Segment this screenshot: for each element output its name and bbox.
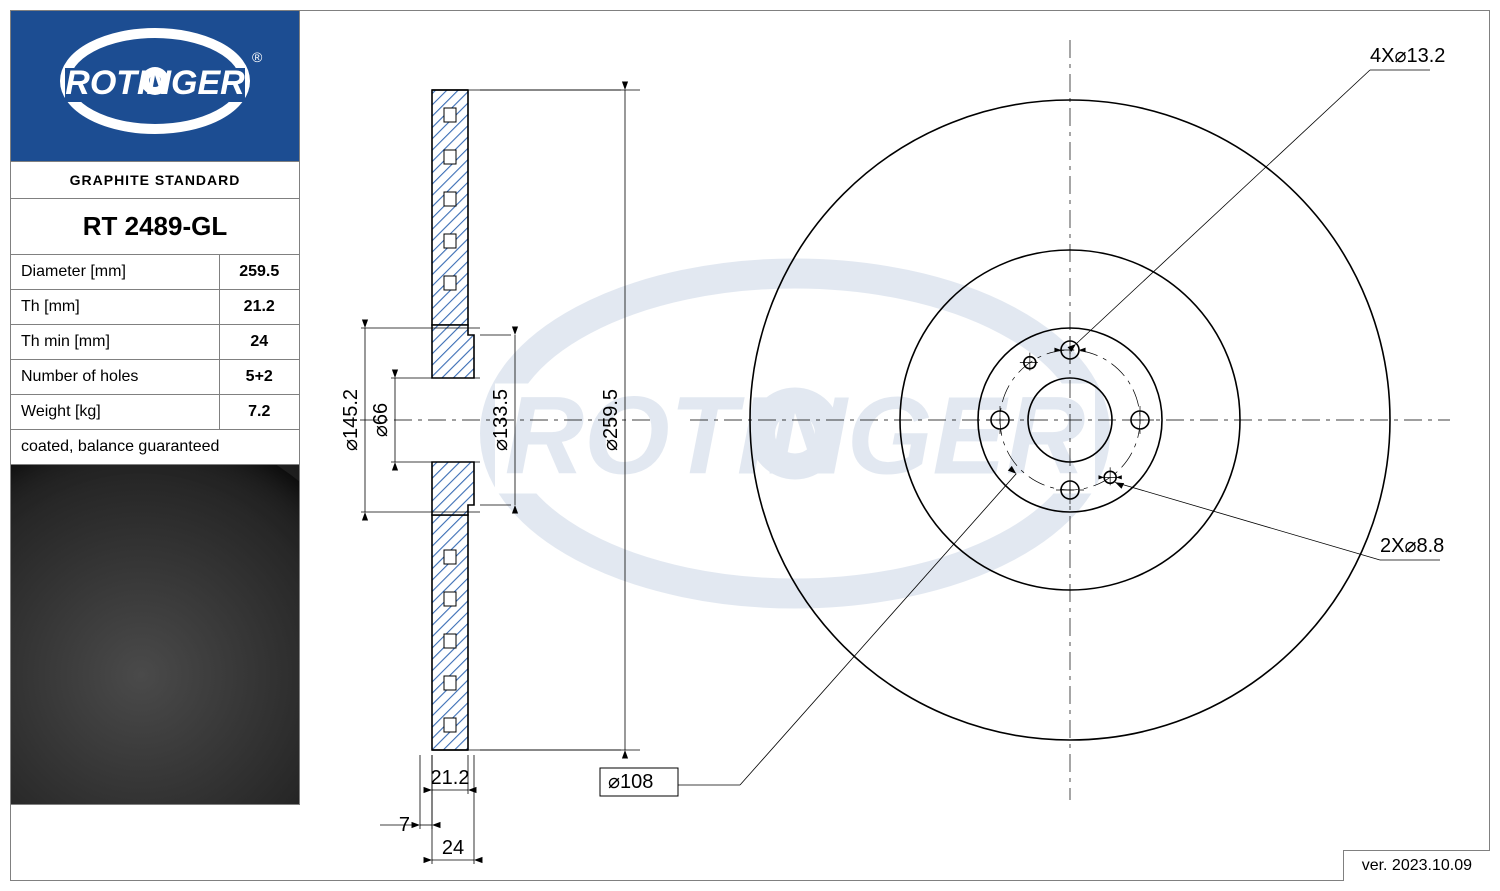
spec-table: Diameter [mm]259.5 Th [mm]21.2 Th min [m… (11, 254, 299, 429)
spec-label: Th [mm] (11, 290, 219, 325)
brand-logo-cell: ROTINGER ® (11, 11, 299, 161)
svg-text:⌀66: ⌀66 (370, 403, 392, 437)
spec-label: Diameter [mm] (11, 255, 219, 290)
svg-text:24: 24 (442, 837, 464, 859)
spec-value: 21.2 (219, 290, 299, 325)
svg-text:®: ® (252, 49, 263, 65)
svg-text:⌀108: ⌀108 (608, 771, 653, 793)
part-number: RT 2489-GL (11, 198, 299, 254)
product-line: GRAPHITE STANDARD (11, 161, 299, 198)
product-photo (11, 464, 299, 804)
svg-text:ROTINGER: ROTINGER (65, 64, 245, 102)
svg-text:⌀259.5: ⌀259.5 (600, 389, 622, 451)
spec-value: 24 (219, 325, 299, 360)
spec-label: Weight [kg] (11, 395, 219, 430)
spec-row: Number of holes5+2 (11, 360, 299, 395)
spec-label: Number of holes (11, 360, 219, 395)
spec-row: Th min [mm]24 (11, 325, 299, 360)
spec-value: 259.5 (219, 255, 299, 290)
spec-row: Weight [kg]7.2 (11, 395, 299, 430)
spec-label: Th min [mm] (11, 325, 219, 360)
version-label: ver. 2023.10.09 (1343, 850, 1490, 881)
info-panel: ROTINGER ® GRAPHITE STANDARD RT 2489-GL … (10, 10, 300, 805)
spec-note: coated, balance guaranteed (11, 429, 299, 464)
svg-text:⌀145.2: ⌀145.2 (340, 389, 362, 451)
svg-text:⌀133.5: ⌀133.5 (490, 389, 512, 451)
svg-text:4X⌀13.2: 4X⌀13.2 (1370, 45, 1445, 67)
technical-drawing: ⌀145.2⌀66⌀133.5⌀259.521.27244X⌀13.22X⌀8.… (300, 10, 1490, 881)
svg-text:21.2: 21.2 (431, 767, 470, 789)
spec-row: Diameter [mm]259.5 (11, 255, 299, 290)
spec-row: Th [mm]21.2 (11, 290, 299, 325)
rotinger-logo: ROTINGER ® (30, 26, 280, 146)
spec-value: 5+2 (219, 360, 299, 395)
svg-text:2X⌀8.8: 2X⌀8.8 (1380, 535, 1444, 557)
spec-value: 7.2 (219, 395, 299, 430)
